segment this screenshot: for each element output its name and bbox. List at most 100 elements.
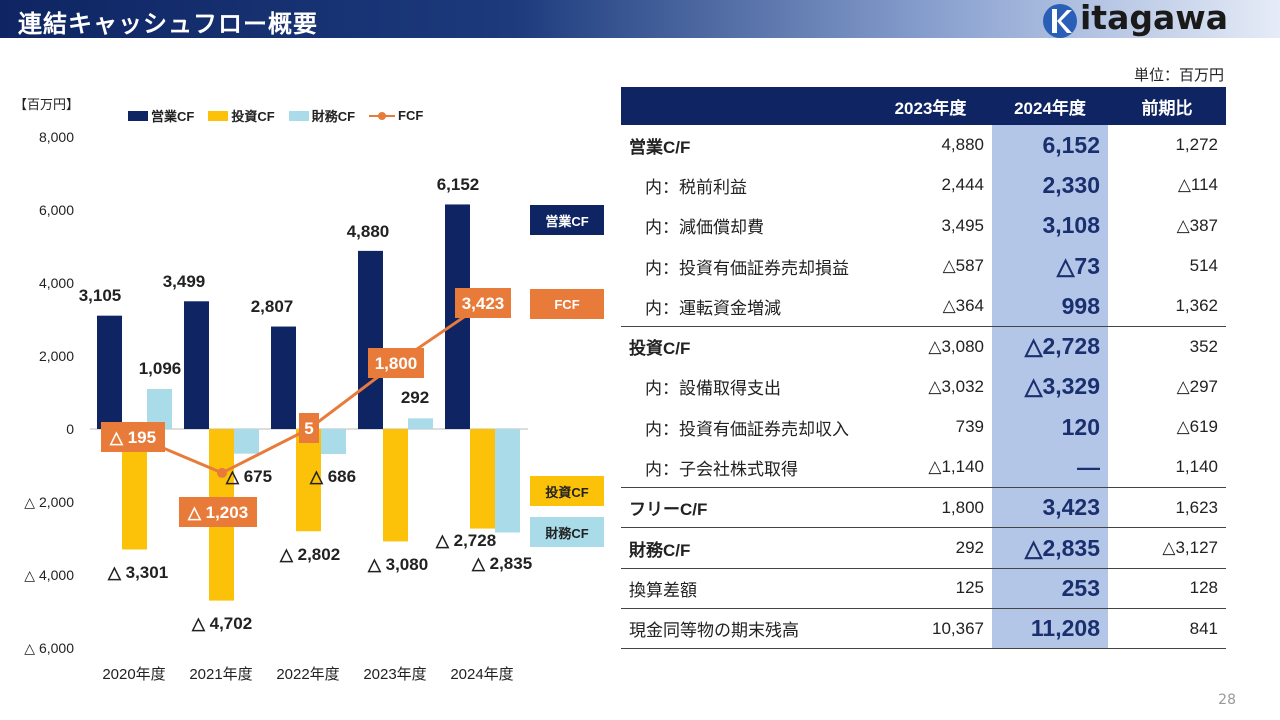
cell-v23: 125 [869, 567, 992, 609]
bar-financing [321, 429, 346, 455]
header-blank [621, 87, 869, 125]
bar-data-label: 3,105 [79, 286, 122, 305]
table-row: 内：子会社株式取得 △1,140 ― 1,140 [621, 447, 1226, 488]
legend-label-investing: 投資CF [231, 109, 275, 124]
x-category-label: 2024年度 [450, 666, 513, 683]
cashflow-chart: 8,000 6,000 4,000 2,000 0 △ 2,000 △ 4,000 △ 6,0… [24, 129, 532, 683]
cell-v24: 6,152 [992, 125, 1108, 166]
cell-diff: △619 [1176, 417, 1218, 437]
side-label-operating: 営業CF [530, 205, 604, 235]
cell-label: 現金同等物の期末残高 [621, 608, 869, 650]
cell-label: 内：減価償却費 [645, 218, 764, 238]
legend-item-fcf: FCF [369, 106, 423, 125]
cell-diff: 1,140 [1175, 457, 1218, 477]
bar-data-label: 2,807 [251, 297, 294, 316]
cell-v24: △73 [992, 245, 1108, 287]
cell-v24: △2,835 [992, 527, 1108, 569]
legend-swatch-fcf [369, 111, 396, 121]
fcf-data-label: 1,800 [375, 354, 418, 373]
table-row: 内：税前利益 2,444 2,330 △114 [621, 165, 1226, 206]
bar-data-label: 292 [401, 388, 429, 407]
cell-diff: 352 [1108, 325, 1226, 367]
fcf-data-label: △ 195 [109, 428, 156, 447]
side-label-financing: 財務CF [530, 517, 604, 547]
table-row: 内：運転資金増減 △364 998 1,362 [621, 286, 1226, 327]
page-number: 28 [1218, 692, 1236, 708]
cell-v24: 998 [992, 286, 1108, 327]
table-row: 営業C/F 4,880 6,152 1,272 [621, 125, 1226, 166]
chart-legend: 営業CF 投資CF 財務CF FCF [128, 106, 423, 125]
y-tick-label: 0 [66, 421, 74, 437]
fcf-label-box [299, 413, 319, 443]
logo-k-mark-icon [1043, 4, 1077, 38]
cell-label: 財務C/F [621, 527, 869, 569]
cell-v23: △587 [942, 256, 984, 276]
fcf-label-box [179, 497, 257, 527]
fcf-point [217, 467, 227, 478]
side-label-fcf-text: FCF [554, 296, 580, 312]
cell-v24: 2,330 [992, 165, 1108, 206]
cell-v23: △3,032 [928, 376, 984, 396]
bar-data-label: △ 2,728 [435, 531, 496, 550]
table-row: 財務C/F 292 △2,835 △3,127 [621, 527, 1226, 569]
cell-v23: △3,080 [869, 325, 992, 367]
x-category-label: 2021年度 [189, 666, 252, 683]
bar-investing [383, 429, 408, 542]
cell-v24: 11,208 [992, 608, 1108, 650]
cell-label: 内：子会社株式取得 [645, 459, 798, 479]
fcf-data-label: △ 1,203 [187, 503, 248, 522]
cell-v23: 2,444 [941, 175, 984, 195]
cell-diff: △114 [1177, 175, 1218, 195]
y-tick-label: 6,000 [39, 202, 74, 218]
bar-data-label: 1,096 [139, 359, 182, 378]
x-category-label: 2023年度 [363, 666, 426, 683]
bar-data-label: △ 2,802 [279, 545, 340, 564]
cell-diff: 841 [1108, 608, 1226, 650]
legend-item-operating: 営業CF [128, 106, 194, 125]
cell-v24: 253 [992, 567, 1108, 609]
fcf-label-box [368, 348, 424, 378]
table-row: 内：設備取得支出 △3,032 △3,329 △297 [621, 366, 1226, 408]
header-2024: 2024年度 [992, 87, 1108, 125]
y-tick-label: △ 6,000 [24, 640, 74, 656]
side-label-operating-text: 営業CF [545, 213, 589, 229]
bar-data-label: △ 4,702 [191, 614, 252, 633]
table-row: 換算差額 125 253 128 [621, 567, 1226, 609]
side-label-investing: 投資CF [530, 476, 604, 506]
cell-label: 内：運転資金増減 [645, 298, 781, 318]
cell-v24: 120 [992, 407, 1108, 448]
header-diff: 前期比 [1108, 87, 1226, 125]
legend-swatch-investing [208, 110, 229, 121]
cell-diff: 128 [1108, 567, 1226, 609]
cell-v24: △3,329 [992, 366, 1108, 408]
header-2023: 2023年度 [869, 87, 992, 125]
y-tick-label: 2,000 [39, 348, 74, 364]
bar-data-label: 4,880 [347, 222, 390, 241]
legend-label-fcf: FCF [398, 108, 424, 123]
cashflow-table: 2023年度 2024年度 前期比 営業C/F 4,880 6,152 1,272 内：… [621, 87, 1226, 650]
x-category-label: 2022年度 [276, 666, 339, 683]
side-label-fcf: FCF [530, 289, 604, 319]
cell-label: 内：税前利益 [645, 177, 747, 197]
table-header-row: 2023年度 2024年度 前期比 [621, 87, 1226, 125]
cell-v23: 1,800 [869, 487, 992, 528]
legend-item-financing: 財務CF [288, 106, 355, 125]
cell-v24: 3,108 [992, 205, 1108, 246]
cell-label: 換算差額 [621, 567, 869, 609]
table-row: 現金同等物の期末残高 10,367 11,208 841 [621, 608, 1226, 650]
cell-label: 内：設備取得支出 [645, 379, 781, 399]
y-tick-label: △ 4,000 [24, 567, 74, 583]
fcf-label-box [455, 288, 511, 318]
y-tick-label: 8,000 [39, 129, 74, 145]
cell-v23: 4,880 [941, 135, 984, 155]
slide-title: 連結キャッシュフロー概要 [18, 10, 318, 38]
cell-v23: 10,367 [869, 608, 992, 650]
bar-financing [408, 418, 433, 429]
side-label-investing-text: 投資CF [545, 484, 589, 500]
bar-operating [97, 315, 122, 429]
bar-financing [495, 429, 520, 533]
cell-diff: 1,362 [1175, 296, 1218, 316]
bar-data-label: △ 3,301 [107, 563, 168, 582]
cell-v23: 3,495 [941, 215, 984, 235]
cell-diff: 1,272 [1175, 135, 1218, 155]
